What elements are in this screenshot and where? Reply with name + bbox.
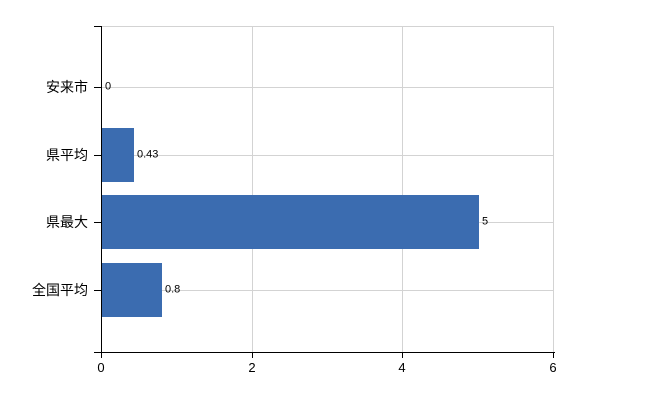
category-label: 全国平均 [32,282,88,298]
value-label: 0.8 [165,283,181,296]
y-axis-tick [94,87,101,88]
x-gridline [402,26,403,352]
y-axis [101,26,102,358]
value-label: 0.43 [137,148,159,161]
x-tick-label: 0 [97,360,105,375]
category-label: 安来市 [46,79,88,95]
y-gridline [101,155,553,156]
y-gridline [101,290,553,291]
y-axis-tick [94,222,101,223]
y-axis-tick [94,155,101,156]
value-label: 5 [482,215,489,228]
x-gridline [553,26,554,352]
category-label: 県最大 [46,214,88,230]
x-gridline [252,26,253,352]
x-axis-tick [252,352,253,358]
y-axis-top-tick [94,26,101,27]
bar [102,195,479,249]
y-gridline [101,87,553,88]
value-label: 0 [105,80,112,93]
bar [102,263,162,317]
x-axis-tick [553,352,554,358]
x-tick-label: 2 [248,360,256,375]
bar [102,128,134,182]
y-axis-tick [94,290,101,291]
x-axis [94,352,555,353]
category-label: 県平均 [46,147,88,163]
x-axis-tick [402,352,403,358]
x-tick-label: 6 [549,360,557,375]
plot-border-top [101,26,553,27]
x-tick-label: 4 [398,360,406,375]
x-axis-tick [101,352,102,358]
